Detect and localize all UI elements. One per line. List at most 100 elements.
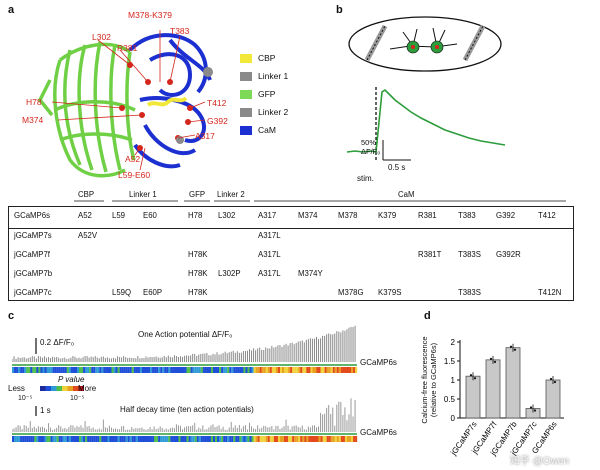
pvalue-strip-cell (269, 367, 272, 373)
pvalue-strip-cell (178, 436, 181, 442)
table-cell: A317L (258, 250, 281, 259)
pvalue-strip-cell (141, 367, 145, 373)
table-cell: T383S (458, 250, 481, 259)
pvalue-strip-cell (249, 367, 252, 373)
pvalue-strip-cell (40, 367, 43, 373)
pvalue-strip-cell (52, 367, 55, 373)
pvalue-strip-cell (148, 367, 151, 373)
pvalue-strip-cell (164, 367, 167, 373)
pvalue-legend-swatch (62, 386, 68, 391)
pvalue-strip-cell (320, 436, 323, 442)
pvalue-strip-cell (166, 436, 169, 442)
pvalue-strip-cell (125, 436, 128, 442)
table-row-name: jGCaMP7c (14, 288, 52, 297)
pvalue-strip-cell (135, 436, 138, 442)
table-cell: A317 (258, 211, 277, 220)
pvalue-strip-cell (148, 436, 151, 442)
pvalue-strip-cell (239, 436, 242, 442)
pvalue-strip-cell (322, 367, 325, 373)
pvalue-strip-cell (215, 367, 218, 373)
pvalue-strip-cell (44, 367, 47, 373)
pvalue-strip-cell (107, 436, 110, 442)
pvalue-strip-cell (60, 436, 63, 442)
pvalue-strip-cell (14, 436, 17, 442)
pvalue-strip-cell (101, 367, 104, 373)
pvalue-strip-cell (318, 367, 321, 373)
pvalue-strip-cell (74, 436, 78, 442)
pvalue-strip-cell (16, 436, 19, 442)
pvalue-strip-cell (284, 436, 287, 442)
data-point (553, 380, 557, 384)
pvalue-strip-cell (83, 367, 86, 373)
pvalue-strip-cell (70, 436, 73, 442)
pvalue-strip-cell (91, 367, 94, 373)
pvalue-strip-cell (95, 436, 98, 442)
pvalue-strip-cell (353, 367, 356, 373)
data-point (473, 377, 477, 380)
pvalue-strip-cell (302, 367, 305, 373)
pvalue-strip-cell (196, 436, 199, 442)
table-cell: R381T (418, 250, 442, 259)
pvalue-strip-cell (208, 367, 212, 373)
pvalue-strip-cell (204, 436, 207, 442)
pvalue-strip-cell (334, 436, 337, 442)
pvalue-strip-cell (200, 436, 203, 442)
pvalue-strip-cell (89, 367, 92, 373)
pvalue-strip-cell (135, 367, 138, 373)
pvalue-strip-cell (182, 436, 185, 442)
legend-swatch (240, 107, 252, 117)
pvalue-strip-cell (219, 436, 222, 442)
pvalue-strip-cell (72, 436, 75, 442)
pvalue-strip-cell (342, 367, 345, 373)
pvalue-strip-cell (328, 367, 331, 373)
pvalue-strip-cell (219, 367, 222, 373)
pvalue-strip-cell (304, 367, 307, 373)
pvalue-strip-cell (202, 367, 205, 373)
pvalue-strip-cell (288, 436, 291, 442)
pvalue-strip-cell (261, 367, 264, 373)
pvalue-strip-cell (243, 436, 246, 442)
legend-swatch (240, 125, 252, 135)
group-header-cam: CaM (398, 190, 415, 199)
pvalue-strip-cell (292, 436, 295, 442)
table-cell: T412 (538, 211, 556, 220)
pvalue-strip-cell (137, 367, 140, 373)
label-a317: A317 (195, 131, 215, 141)
pvalue-strip-cell (176, 367, 179, 373)
pvalue-strip-cell (18, 367, 21, 373)
pvalue-strip-cell (328, 436, 331, 442)
pvalue-strip-cell (174, 436, 177, 442)
label-t412: T412 (207, 98, 227, 108)
group-header-linker1: Linker 1 (129, 190, 157, 199)
table-row-name: jGCaMP7s (14, 231, 52, 240)
table-cell: M374 (298, 211, 318, 220)
pvalue-strip-cell (223, 367, 226, 373)
pvalue-strip-cell (180, 436, 183, 442)
pvalue-strip-cell (121, 436, 124, 442)
data-point (489, 357, 493, 360)
pvalue-strip-cell (182, 367, 185, 373)
pvalue-strip-cell (24, 367, 27, 373)
pvalue-strip-cell (344, 367, 348, 373)
pvalue-less: Less (8, 384, 25, 393)
pvalue-strip-cell (247, 436, 250, 442)
table-cell: H78 (188, 211, 203, 220)
pvalue-legend-swatch (40, 386, 46, 391)
pvalue-strip-cell (184, 436, 187, 442)
pvalue-strip-cell (97, 367, 100, 373)
pvalue-strip-cell (206, 436, 209, 442)
pvalue-strip-cell (178, 367, 181, 373)
pvalue-strip-cell (66, 436, 69, 442)
pvalue-strip-cell (46, 436, 49, 442)
data-point (549, 377, 553, 381)
table-cell: T383 (458, 211, 476, 220)
y-tick-label: 1.5 (444, 357, 456, 366)
pvalue-strip-cell (160, 367, 163, 373)
pvalue-legend-swatch (45, 386, 51, 391)
bar-jGCaMP7s (465, 375, 481, 419)
table-cell: M378G (338, 288, 364, 297)
neuron-stimulation-illustration (348, 16, 502, 72)
pvalue-strip-cell (330, 436, 333, 442)
pvalue-strip-cell (257, 367, 260, 373)
pvalue-strip-cell (150, 367, 153, 373)
